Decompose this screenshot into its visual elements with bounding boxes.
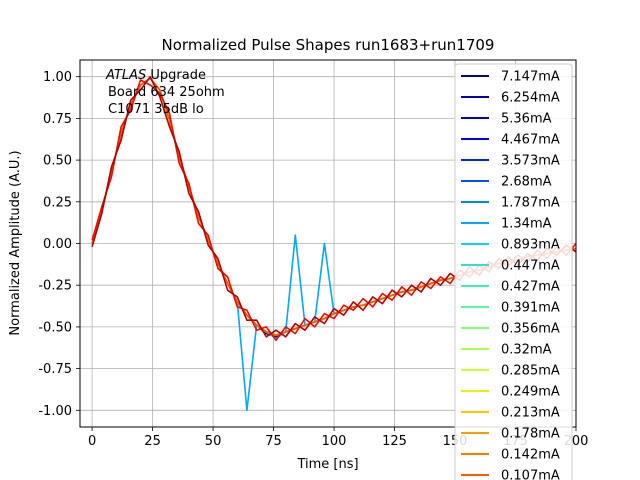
x-tick-label: 0 (88, 434, 96, 449)
legend-label: 1.787mA (501, 196, 560, 211)
legend-label: 0.391mA (501, 301, 560, 316)
legend-items: 7.147mA 6.254mA 5.36mA 4.467mA 3.573mA 2.68mA… (461, 70, 560, 480)
y-tick-label: 0.25 (43, 195, 72, 210)
x-tick-label: 125 (382, 434, 407, 449)
annotation-line-3: C1071 35dB lo (108, 102, 204, 117)
y-axis-label: Normalized Amplitude (A.U.) (8, 150, 23, 335)
legend-label: 1.34mA (501, 217, 552, 232)
y-tick-label: 0.75 (43, 112, 72, 127)
legend-label: 4.467mA (501, 133, 560, 148)
x-tick-label: 25 (144, 434, 161, 449)
y-tick-label: -0.50 (38, 320, 72, 335)
annotation-upgrade: Upgrade (146, 68, 206, 83)
legend-label: 0.285mA (501, 364, 560, 379)
legend-label: 0.427mA (501, 280, 560, 295)
annotation-atlas-italic: ATLAS (105, 68, 146, 83)
legend-label: 0.142mA (501, 448, 560, 463)
legend-label: 0.447mA (501, 259, 560, 274)
legend: 7.147mA 6.254mA 5.36mA 4.467mA 3.573mA 2.68mA… (454, 63, 573, 480)
y-axis-ticks: -1.00 -0.75 -0.50 -0.25 0.00 0.25 0.50 0.75 1.00 (38, 70, 80, 419)
legend-label: 2.68mA (501, 175, 552, 190)
legend-label: 0.356mA (501, 322, 560, 337)
x-tick-label: 50 (205, 434, 222, 449)
y-tick-label: 1.00 (43, 70, 72, 85)
y-tick-label: -0.75 (38, 362, 72, 377)
y-tick-label: -0.25 (38, 279, 72, 294)
y-tick-label: 0.00 (43, 237, 72, 252)
atlas-annotation: ATLAS Upgrade Board 634 25ohm C1071 35dB… (105, 68, 225, 117)
legend-label: 5.36mA (501, 112, 552, 127)
legend-label: 0.249mA (501, 385, 560, 400)
chart-title: Normalized Pulse Shapes run1683+run1709 (162, 36, 495, 54)
x-axis-label: Time [ns] (296, 457, 358, 472)
legend-label: 0.213mA (501, 406, 560, 421)
annotation-line-1: ATLAS Upgrade (105, 68, 206, 83)
legend-box (454, 63, 573, 480)
legend-label: 7.147mA (501, 70, 560, 85)
legend-label: 0.893mA (501, 238, 560, 253)
x-tick-label: 100 (322, 434, 347, 449)
x-tick-label: 75 (265, 434, 282, 449)
legend-label: 3.573mA (501, 154, 560, 169)
y-tick-label: 0.50 (43, 154, 72, 169)
legend-label: 6.254mA (501, 91, 560, 106)
legend-label: 0.107mA (501, 469, 560, 480)
y-tick-label: -1.00 (38, 404, 72, 419)
legend-label: 0.178mA (501, 427, 560, 442)
annotation-line-2: Board 634 25ohm (108, 85, 225, 100)
legend-label: 0.32mA (501, 343, 552, 358)
